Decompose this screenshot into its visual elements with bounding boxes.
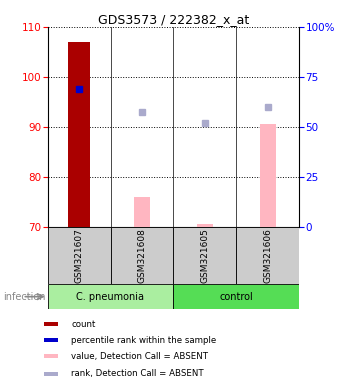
Bar <box>236 227 299 284</box>
Bar <box>197 224 213 227</box>
Bar <box>134 197 150 227</box>
Bar <box>44 322 58 326</box>
Text: rank, Detection Call = ABSENT: rank, Detection Call = ABSENT <box>71 369 204 378</box>
Bar <box>48 227 110 284</box>
Bar <box>48 284 173 309</box>
Bar <box>173 227 236 284</box>
Text: GSM321605: GSM321605 <box>200 228 209 283</box>
Bar <box>44 338 58 343</box>
Text: infection: infection <box>3 291 46 302</box>
Text: GSM321606: GSM321606 <box>263 228 272 283</box>
Bar <box>44 354 58 359</box>
Bar <box>68 42 90 227</box>
Bar <box>44 372 58 376</box>
Text: count: count <box>71 319 96 329</box>
Bar <box>110 227 173 284</box>
Text: GSM321608: GSM321608 <box>137 228 147 283</box>
Text: control: control <box>219 291 253 302</box>
Bar <box>173 284 299 309</box>
Bar <box>260 124 276 227</box>
Text: value, Detection Call = ABSENT: value, Detection Call = ABSENT <box>71 352 208 361</box>
Text: C. pneumonia: C. pneumonia <box>76 291 144 302</box>
Text: GSM321607: GSM321607 <box>74 228 84 283</box>
Text: percentile rank within the sample: percentile rank within the sample <box>71 336 217 345</box>
Title: GDS3573 / 222382_x_at: GDS3573 / 222382_x_at <box>98 13 249 26</box>
